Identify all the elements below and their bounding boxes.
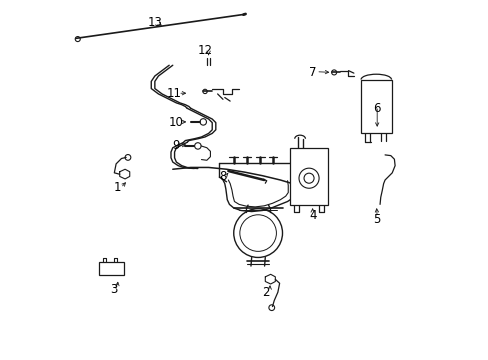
- Text: 13: 13: [147, 16, 162, 29]
- Text: 1: 1: [113, 181, 121, 194]
- Bar: [290, 148, 327, 205]
- Text: 4: 4: [308, 210, 316, 222]
- Text: 8: 8: [219, 170, 226, 183]
- Text: 7: 7: [308, 66, 316, 79]
- Text: 5: 5: [373, 213, 380, 226]
- Bar: [360, 80, 391, 134]
- Bar: [99, 262, 124, 275]
- Text: 6: 6: [373, 102, 380, 115]
- Text: 11: 11: [167, 87, 182, 100]
- Text: 3: 3: [110, 283, 117, 296]
- Text: 12: 12: [197, 44, 212, 57]
- Text: 2: 2: [262, 287, 269, 300]
- Text: 9: 9: [172, 139, 180, 152]
- Text: 10: 10: [168, 116, 183, 129]
